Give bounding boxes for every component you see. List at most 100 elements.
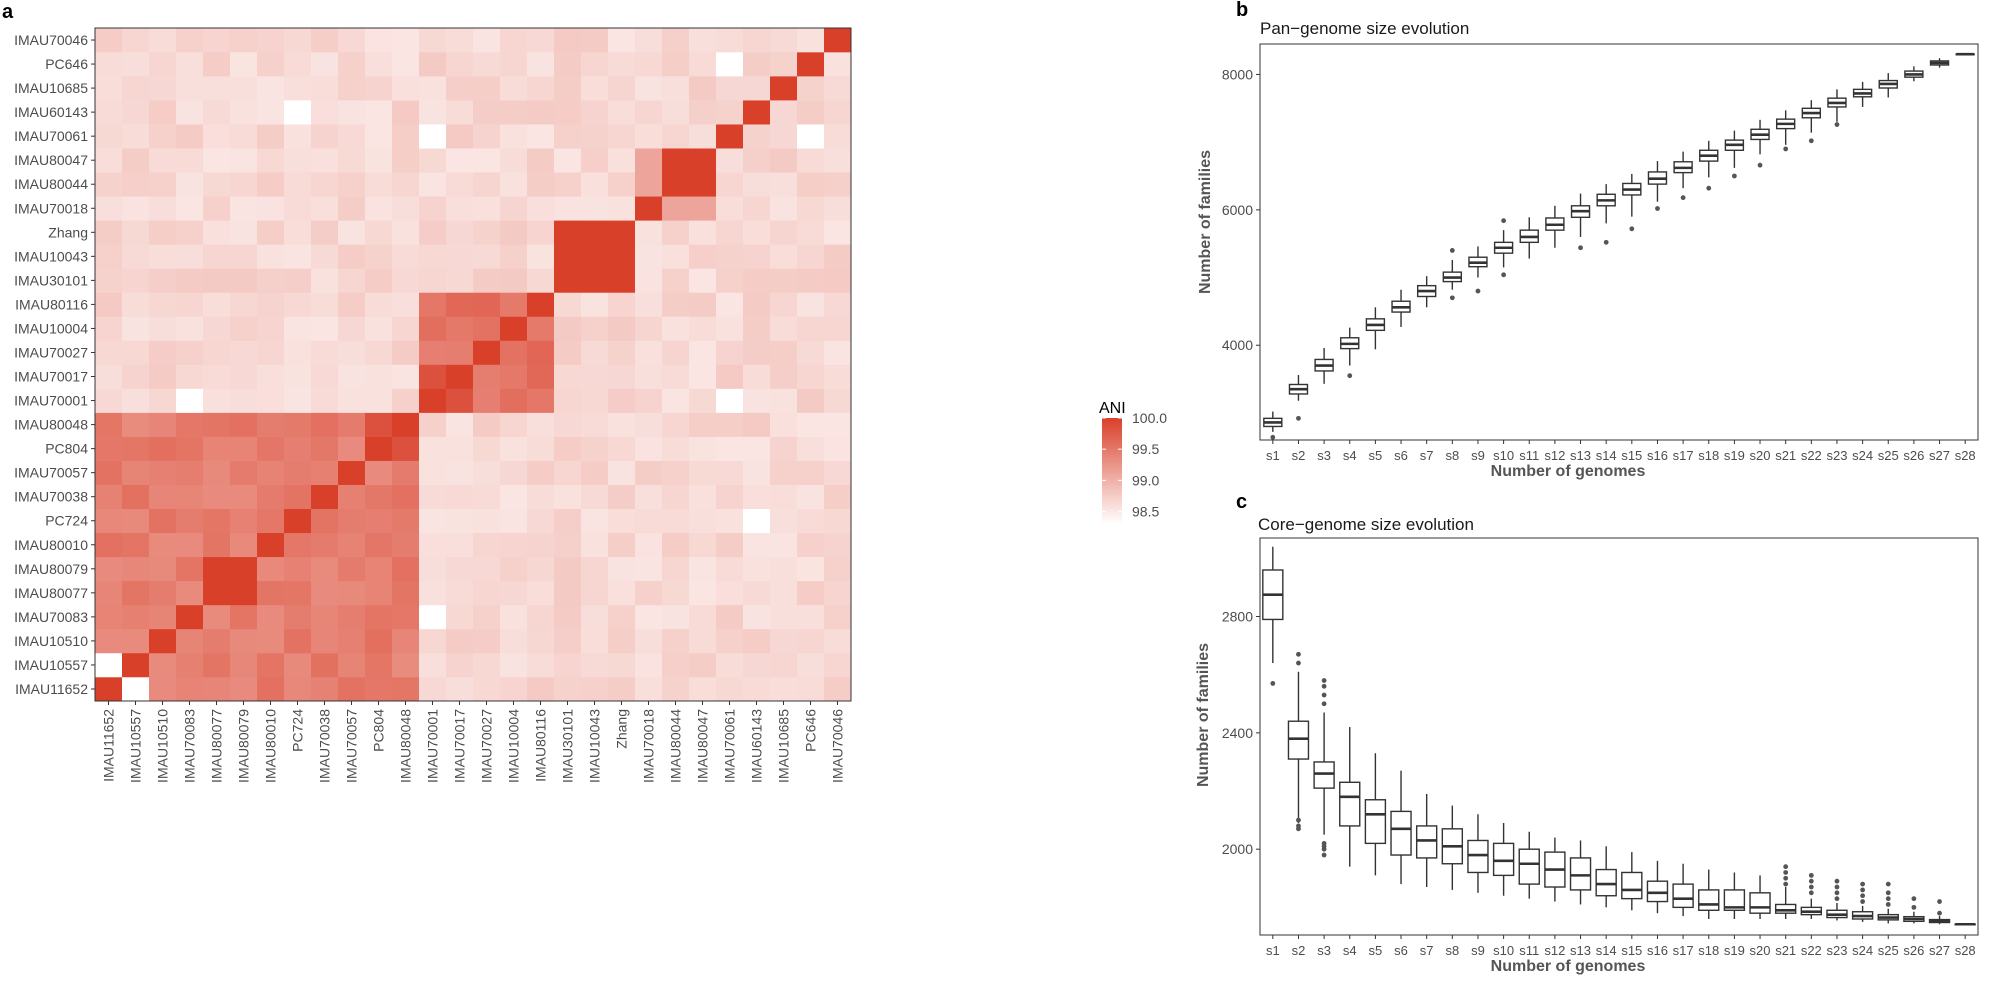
- heatmap-cell: [311, 676, 339, 702]
- heatmap-cell: [581, 412, 609, 437]
- heatmap-cell: [743, 508, 771, 534]
- heatmap-cell: [635, 412, 663, 437]
- box-s10: [1492, 823, 1515, 896]
- box: [1492, 842, 1515, 877]
- heatmap-cell: [365, 412, 393, 437]
- heatmap-cell: [446, 196, 474, 221]
- column-label: IMAU70001: [425, 709, 441, 783]
- heatmap-cell: [689, 532, 717, 558]
- heatmap-cell: [743, 124, 771, 149]
- heatmap-cell: [500, 484, 528, 510]
- y-tick-label: 2800: [1222, 609, 1253, 625]
- heatmap-cell: [554, 316, 582, 341]
- heatmap-cell: [230, 580, 258, 606]
- box-s14: [1596, 184, 1616, 245]
- heatmap-cell: [797, 412, 825, 437]
- heatmap-cell: [446, 52, 474, 77]
- heatmap-cell: [797, 52, 825, 77]
- box-s6: [1391, 289, 1411, 327]
- outlier-point: [1834, 890, 1840, 896]
- heatmap-cell: [608, 76, 636, 101]
- heatmap-cell: [95, 244, 123, 269]
- heatmap-cell: [554, 244, 582, 269]
- heatmap-cell: [608, 28, 636, 53]
- heatmap-cell: [230, 508, 258, 534]
- x-tick-label: s20: [1750, 448, 1771, 463]
- heatmap-cell: [635, 532, 663, 558]
- heatmap-cell: [230, 628, 258, 654]
- heatmap-cell: [446, 556, 474, 582]
- heatmap-cell: [635, 76, 663, 101]
- heatmap-cell: [554, 124, 582, 149]
- heatmap-cell: [527, 508, 555, 534]
- heatmap-cell: [770, 532, 798, 558]
- heatmap-cell: [770, 436, 798, 461]
- box-s24: [1852, 81, 1873, 107]
- heatmap-cell: [257, 100, 285, 125]
- heatmap-cell: [149, 460, 177, 485]
- x-tick-label: s12: [1544, 448, 1565, 463]
- x-tick-label: s11: [1519, 943, 1539, 958]
- row-label: IMAU11652: [15, 681, 88, 697]
- plot-frame: [1259, 43, 1979, 441]
- heatmap-cell: [473, 28, 501, 53]
- heatmap-cell: [554, 604, 582, 630]
- heatmap-cell: [662, 220, 690, 245]
- x-tick-label: s26: [1903, 448, 1924, 463]
- heatmap-cell: [797, 196, 825, 221]
- heatmap-cell: [365, 124, 393, 149]
- row-label: IMAU70018: [14, 200, 88, 216]
- column-label: IMAU80077: [209, 709, 225, 783]
- heatmap-cell: [527, 604, 555, 630]
- box-s23: [1827, 89, 1847, 127]
- heatmap-cell: [500, 52, 528, 77]
- box: [1364, 799, 1387, 845]
- heatmap-cell: [689, 652, 717, 678]
- heatmap-cell: [500, 196, 528, 221]
- heatmap-cell: [473, 316, 501, 341]
- heatmap-cell: [554, 52, 582, 77]
- heatmap-cell: [176, 484, 204, 510]
- heatmap-cell: [257, 364, 285, 389]
- x-tick-label: s27: [1929, 943, 1950, 958]
- heatmap-cell: [311, 316, 339, 341]
- heatmap-cell: [608, 124, 636, 149]
- heatmap-cell: [230, 604, 258, 630]
- heatmap-cell: [743, 484, 771, 510]
- heatmap-cell: [797, 292, 825, 317]
- heatmap-cell: [257, 196, 285, 221]
- row-label: IMAU80047: [14, 152, 88, 168]
- heatmap-cell: [770, 100, 798, 125]
- outlier-point: [1834, 884, 1840, 890]
- heatmap-cell: [203, 652, 231, 678]
- heatmap-cell: [797, 28, 825, 53]
- heatmap-cell: [635, 556, 663, 582]
- colorbar-tick-label: 99.0: [1132, 472, 1159, 488]
- heatmap-cell: [743, 340, 771, 365]
- heatmap-cell: [95, 172, 123, 197]
- box-s3: [1314, 347, 1334, 384]
- heatmap-cell: [176, 676, 204, 702]
- heatmap-cell: [365, 220, 393, 245]
- heatmap-cell: [635, 484, 663, 510]
- heatmap-cell: [446, 628, 474, 654]
- heatmap-cell: [500, 580, 528, 606]
- heatmap-cell: [689, 268, 717, 293]
- heatmap-cell: [203, 508, 231, 534]
- heatmap-cell: [365, 436, 393, 461]
- heatmap-cell: [581, 460, 609, 485]
- outlier-point: [1731, 173, 1737, 179]
- x-tick-label: s16: [1647, 943, 1668, 958]
- heatmap-cell: [446, 316, 474, 341]
- heatmap-cell: [311, 52, 339, 77]
- heatmap-cell: [446, 364, 474, 389]
- heatmap-cell: [122, 268, 150, 293]
- outlier-point: [1808, 138, 1814, 144]
- heatmap-cell: [500, 148, 528, 173]
- heatmap-cell: [500, 436, 528, 461]
- heatmap-cell: [284, 52, 312, 77]
- heatmap-cell: [554, 196, 582, 221]
- heatmap-cell: [500, 28, 528, 53]
- heatmap-cell: [338, 316, 366, 341]
- box-s17: [1673, 151, 1693, 201]
